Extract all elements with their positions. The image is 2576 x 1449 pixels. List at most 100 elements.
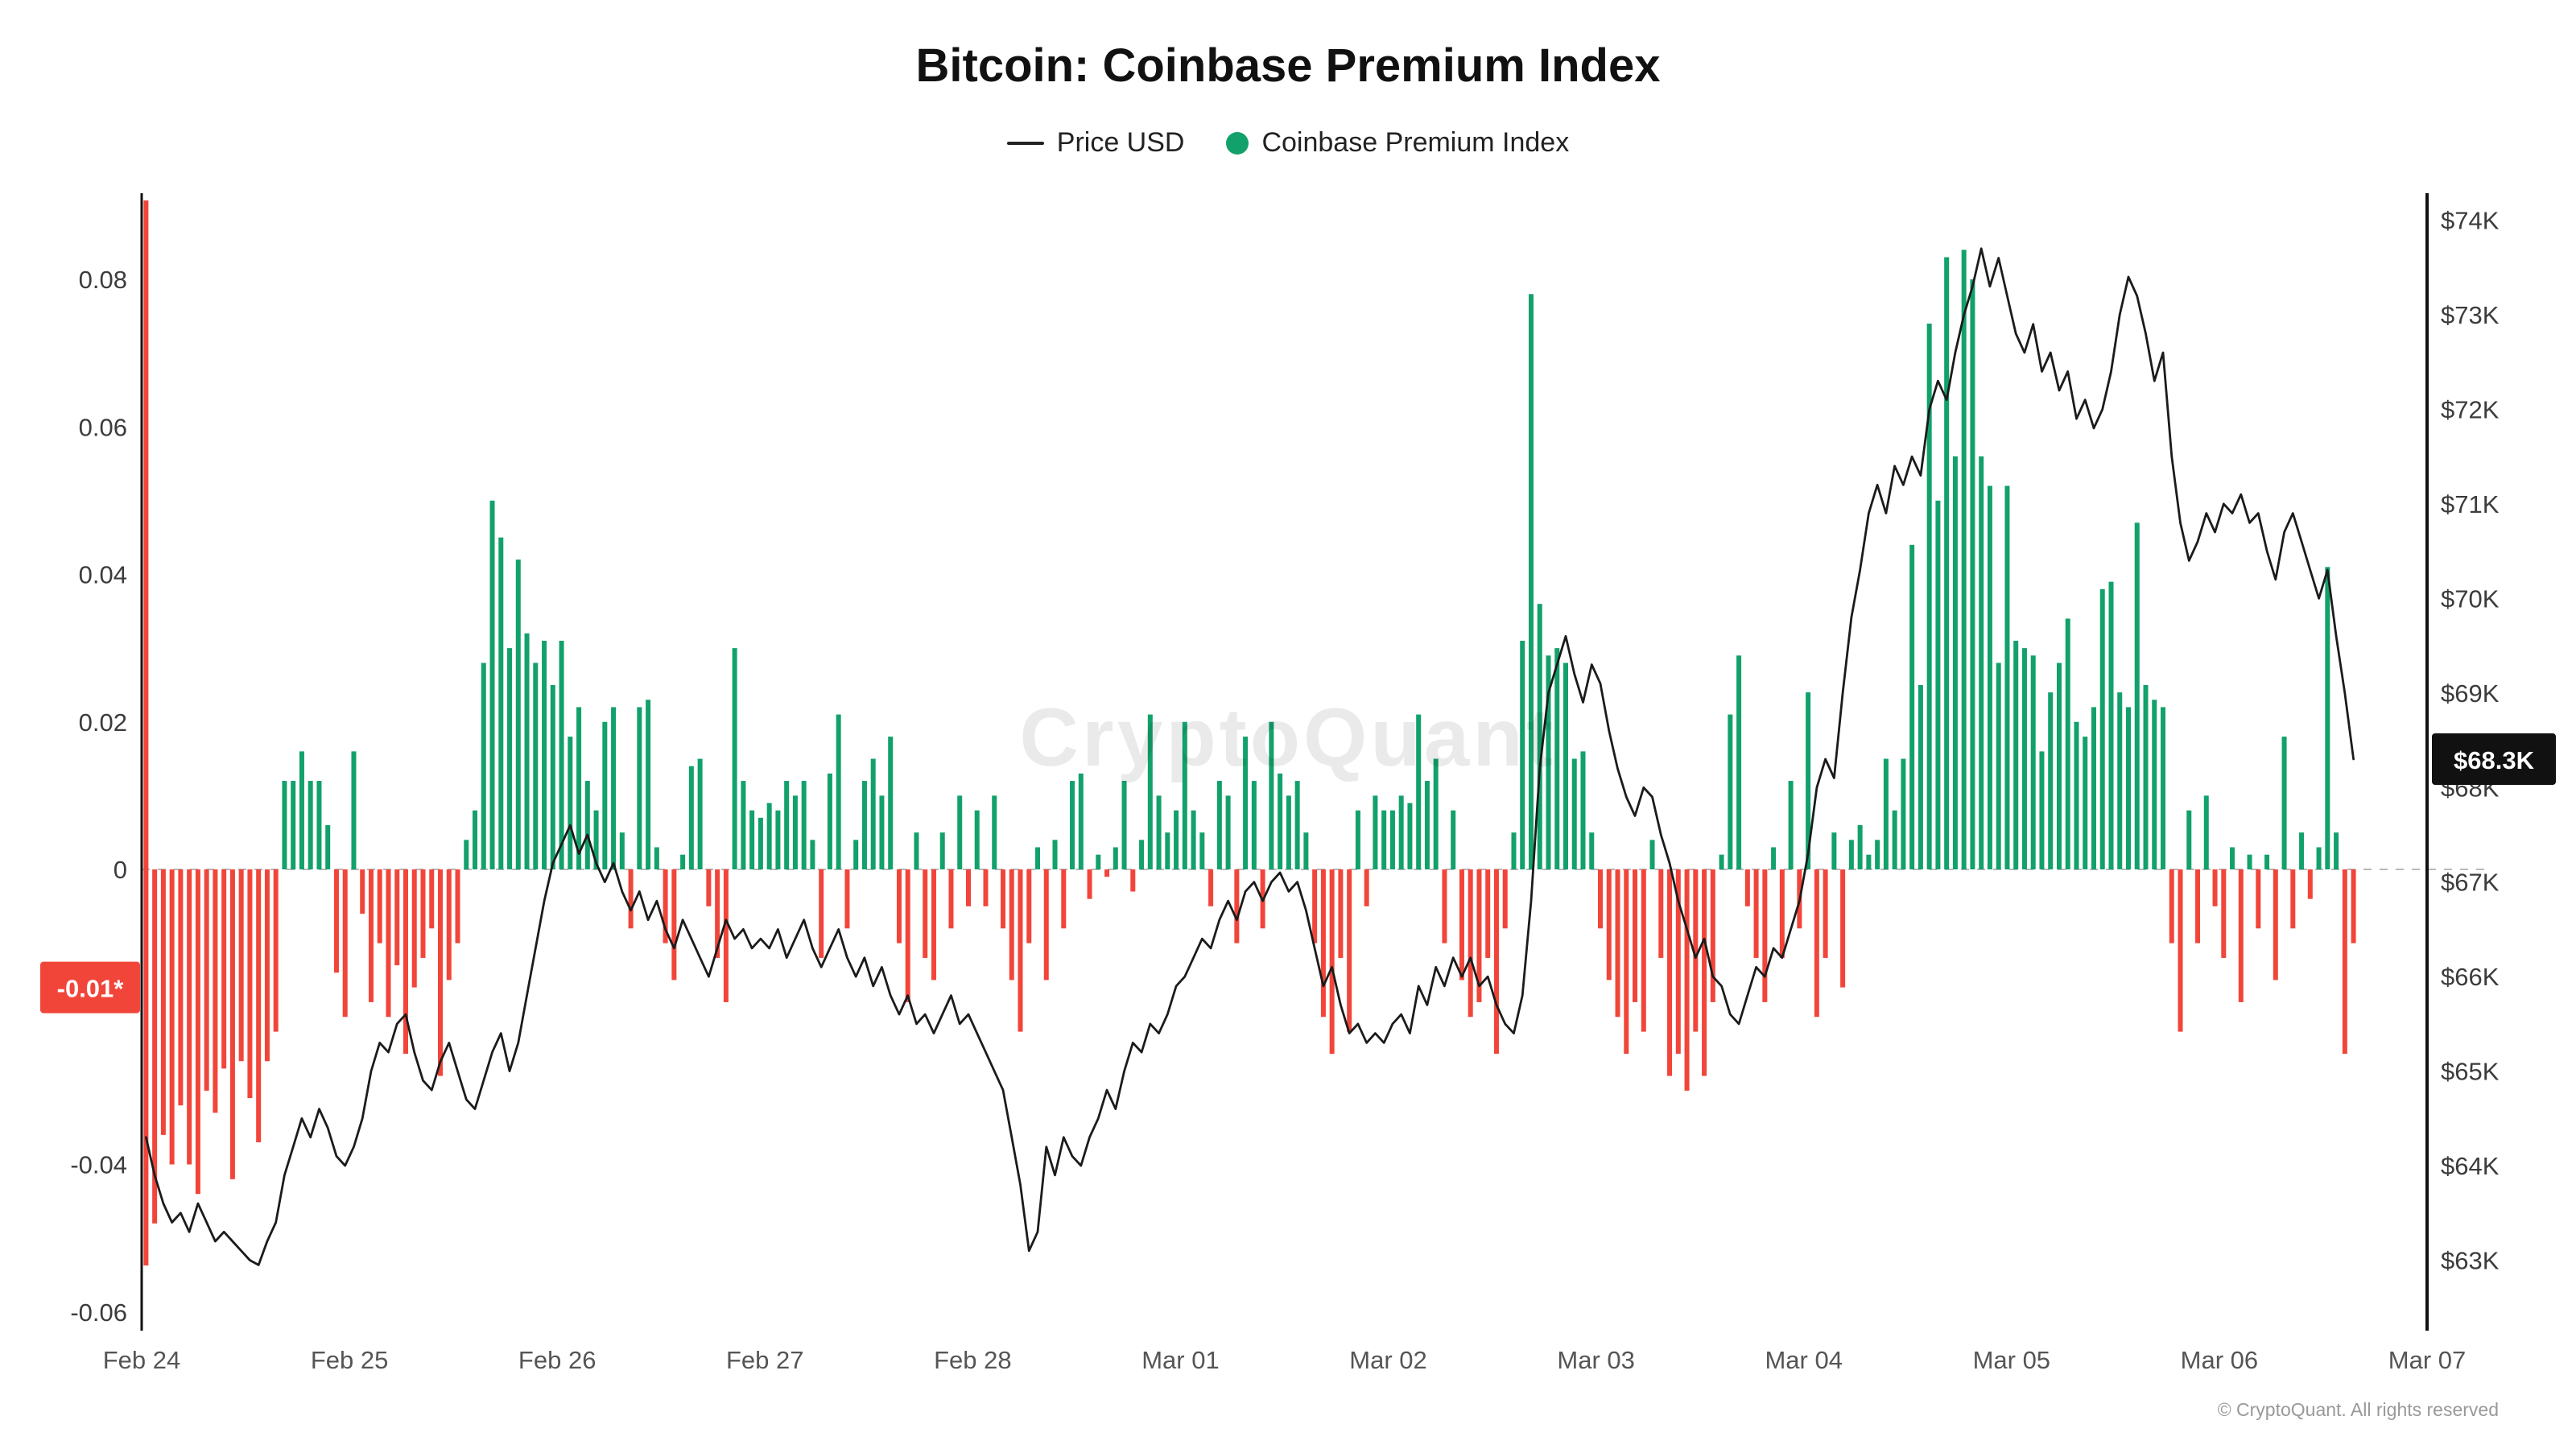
premium-bar[interactable] bbox=[1511, 832, 1517, 869]
premium-bar[interactable] bbox=[732, 648, 737, 869]
premium-bar[interactable] bbox=[1563, 663, 1568, 869]
premium-bar[interactable] bbox=[983, 869, 989, 906]
premium-bar[interactable] bbox=[1294, 781, 1300, 869]
premium-bar[interactable] bbox=[2169, 869, 2174, 943]
premium-bar[interactable] bbox=[905, 869, 910, 1002]
premium-bar[interactable] bbox=[1979, 456, 1984, 869]
premium-bar[interactable] bbox=[1944, 257, 1950, 869]
premium-bar[interactable] bbox=[333, 869, 339, 973]
premium-bar[interactable] bbox=[507, 648, 513, 869]
premium-bar[interactable] bbox=[1009, 869, 1014, 980]
premium-bar[interactable] bbox=[1398, 795, 1404, 869]
premium-bar[interactable] bbox=[1303, 832, 1309, 869]
premium-bar[interactable] bbox=[1702, 869, 1707, 1076]
premium-bar[interactable] bbox=[1996, 663, 2001, 869]
premium-bar[interactable] bbox=[1121, 781, 1127, 869]
premium-bar[interactable] bbox=[1182, 721, 1187, 869]
premium-bar[interactable] bbox=[939, 832, 945, 869]
premium-bar[interactable] bbox=[741, 781, 746, 869]
premium-bar[interactable] bbox=[1788, 781, 1794, 869]
premium-bar[interactable] bbox=[1649, 840, 1655, 869]
premium-bar-clipped[interactable] bbox=[143, 200, 149, 1265]
premium-bar[interactable] bbox=[394, 869, 400, 966]
premium-bar[interactable] bbox=[1987, 485, 1992, 869]
premium-bar[interactable] bbox=[1476, 869, 1482, 1002]
premium-bar[interactable] bbox=[204, 869, 209, 1091]
premium-bar[interactable] bbox=[1156, 795, 1162, 869]
premium-bar[interactable] bbox=[152, 869, 158, 1224]
premium-bar[interactable] bbox=[965, 869, 971, 906]
premium-bar[interactable] bbox=[247, 869, 253, 1099]
premium-bar[interactable] bbox=[2334, 832, 2339, 869]
premium-bar[interactable] bbox=[602, 721, 608, 869]
premium-bar[interactable] bbox=[273, 869, 279, 1032]
premium-bar[interactable] bbox=[264, 869, 270, 1062]
premium-bar[interactable] bbox=[628, 869, 634, 929]
premium-bar[interactable] bbox=[1520, 640, 1525, 869]
premium-bar[interactable] bbox=[819, 869, 824, 958]
premium-bar[interactable] bbox=[2186, 810, 2192, 869]
premium-bar[interactable] bbox=[542, 640, 547, 869]
premium-bar[interactable] bbox=[2004, 485, 2010, 869]
premium-bar[interactable] bbox=[1468, 869, 1473, 1018]
premium-bar[interactable] bbox=[2056, 663, 2062, 869]
price-line[interactable] bbox=[145, 247, 2355, 1266]
premium-bar[interactable] bbox=[723, 869, 729, 1002]
premium-bar[interactable] bbox=[861, 781, 867, 869]
premium-bar[interactable] bbox=[1675, 869, 1681, 1055]
premium-bar[interactable] bbox=[299, 751, 304, 869]
premium-bar[interactable] bbox=[1892, 810, 1897, 869]
premium-bar[interactable] bbox=[550, 684, 555, 869]
premium-bar[interactable] bbox=[455, 869, 460, 943]
premium-bar[interactable] bbox=[1251, 781, 1257, 869]
premium-bar[interactable] bbox=[2065, 618, 2070, 869]
premium-bar[interactable] bbox=[2021, 648, 2027, 869]
premium-bar[interactable] bbox=[1416, 714, 1422, 869]
premium-bar[interactable] bbox=[1744, 869, 1750, 906]
premium-bar[interactable] bbox=[1866, 854, 1872, 869]
premium-bar[interactable] bbox=[1719, 854, 1724, 869]
premium-bar[interactable] bbox=[524, 633, 530, 869]
premium-bar[interactable] bbox=[2342, 869, 2347, 1055]
premium-bar[interactable] bbox=[1806, 692, 1811, 869]
premium-bar[interactable] bbox=[758, 817, 763, 869]
premium-bar[interactable] bbox=[1320, 869, 1326, 1018]
premium-bar[interactable] bbox=[1779, 869, 1785, 958]
premium-bar[interactable] bbox=[195, 869, 200, 1195]
premium-bar[interactable] bbox=[1658, 869, 1664, 958]
premium-bar[interactable] bbox=[1269, 721, 1274, 869]
premium-bar[interactable] bbox=[1373, 795, 1378, 869]
premium-bar[interactable] bbox=[481, 663, 486, 869]
premium-bar[interactable] bbox=[1589, 832, 1595, 869]
premium-bar[interactable] bbox=[1329, 869, 1335, 1055]
premium-bar[interactable] bbox=[1407, 803, 1413, 869]
premium-bar[interactable] bbox=[1633, 869, 1638, 1002]
premium-bar[interactable] bbox=[2048, 692, 2054, 869]
premium-bar[interactable] bbox=[316, 781, 322, 869]
premium-bar[interactable] bbox=[1355, 810, 1360, 869]
premium-bar[interactable] bbox=[429, 869, 435, 929]
premium-bar[interactable] bbox=[1338, 869, 1344, 958]
premium-bar[interactable] bbox=[810, 840, 815, 869]
premium-bar[interactable] bbox=[1147, 714, 1153, 869]
premium-bar[interactable] bbox=[715, 869, 720, 958]
premium-bar[interactable] bbox=[923, 869, 928, 958]
premium-bar[interactable] bbox=[2161, 707, 2166, 869]
premium-bar[interactable] bbox=[801, 781, 807, 869]
premium-bar[interactable] bbox=[464, 840, 469, 869]
premium-bar[interactable] bbox=[2117, 692, 2123, 869]
premium-bar[interactable] bbox=[420, 869, 426, 958]
legend-item-premium[interactable]: Coinbase Premium Index bbox=[1226, 127, 1569, 159]
premium-bar[interactable] bbox=[688, 766, 694, 869]
premium-bar[interactable] bbox=[1728, 714, 1733, 869]
premium-bar[interactable] bbox=[2273, 869, 2278, 980]
premium-bar[interactable] bbox=[1875, 840, 1880, 869]
premium-bar[interactable] bbox=[974, 810, 980, 869]
premium-bar[interactable] bbox=[1139, 840, 1145, 869]
premium-bar[interactable] bbox=[1113, 847, 1118, 869]
premium-bar[interactable] bbox=[351, 751, 357, 869]
premium-bar[interactable] bbox=[1926, 323, 1932, 870]
premium-bar[interactable] bbox=[1840, 869, 1846, 988]
premium-bar[interactable] bbox=[1502, 869, 1508, 929]
